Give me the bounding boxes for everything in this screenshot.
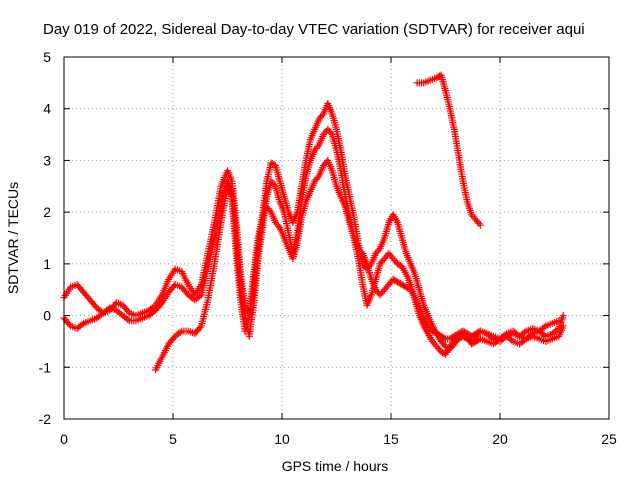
x-tick-label: 15 xyxy=(383,431,399,447)
plot-frame xyxy=(63,56,610,420)
x-tick-label: 5 xyxy=(169,431,177,447)
data-point-dense xyxy=(507,336,515,344)
data-point-dense xyxy=(176,328,184,336)
data-point-dense xyxy=(521,328,529,336)
y-tick-label: 5 xyxy=(43,49,51,65)
data-point-dense xyxy=(475,219,483,227)
data-points xyxy=(60,71,567,374)
y-tick-label: 1 xyxy=(43,256,51,272)
x-tick-label: 10 xyxy=(274,431,290,447)
data-point-dense xyxy=(521,336,529,344)
data-point-dense xyxy=(157,300,165,308)
y-tick-label: -1 xyxy=(39,359,52,375)
data-point xyxy=(476,221,484,229)
data-point xyxy=(555,317,563,325)
x-axis-ticks: 0 5 10 15 20 25 xyxy=(60,57,617,447)
plot-border xyxy=(63,56,610,420)
data-point-dense xyxy=(314,143,322,151)
y-axis-label: SDTVAR / TECUs xyxy=(5,182,21,294)
y-tick-label: 2 xyxy=(43,204,51,220)
y-tick-label: 0 xyxy=(43,308,51,324)
data-point-dense xyxy=(375,246,383,254)
x-tick-label: 0 xyxy=(60,431,68,447)
data-point xyxy=(559,312,567,320)
data-point-dense xyxy=(327,129,335,137)
data-point-dense xyxy=(124,315,132,323)
y-tick-label: -2 xyxy=(39,411,52,427)
data-point-dense xyxy=(266,206,274,214)
data-point-dense xyxy=(78,321,86,329)
data-point-dense xyxy=(314,174,322,182)
chart-title: Day 019 of 2022, Sidereal Day-to-day VTE… xyxy=(43,21,585,38)
data-point-dense xyxy=(270,181,278,189)
x-tick-label: 20 xyxy=(492,431,508,447)
data-point-dense xyxy=(501,331,509,339)
x-tick-label: 25 xyxy=(601,431,617,447)
data-point-dense xyxy=(318,112,326,120)
data-point-dense xyxy=(540,323,548,331)
y-tick-label: 4 xyxy=(43,101,51,117)
x-axis-label: GPS time / hours xyxy=(282,458,389,474)
data-point-dense xyxy=(357,248,365,256)
data-point-dense xyxy=(274,222,282,230)
data-point-dense xyxy=(196,323,204,331)
y-tick-label: 3 xyxy=(43,152,51,168)
data-point xyxy=(559,322,567,330)
y-axis-ticks: -2 -1 0 1 2 3 4 5 xyxy=(39,49,609,427)
data-point-dense xyxy=(440,334,448,342)
data-point-dense xyxy=(196,292,204,300)
